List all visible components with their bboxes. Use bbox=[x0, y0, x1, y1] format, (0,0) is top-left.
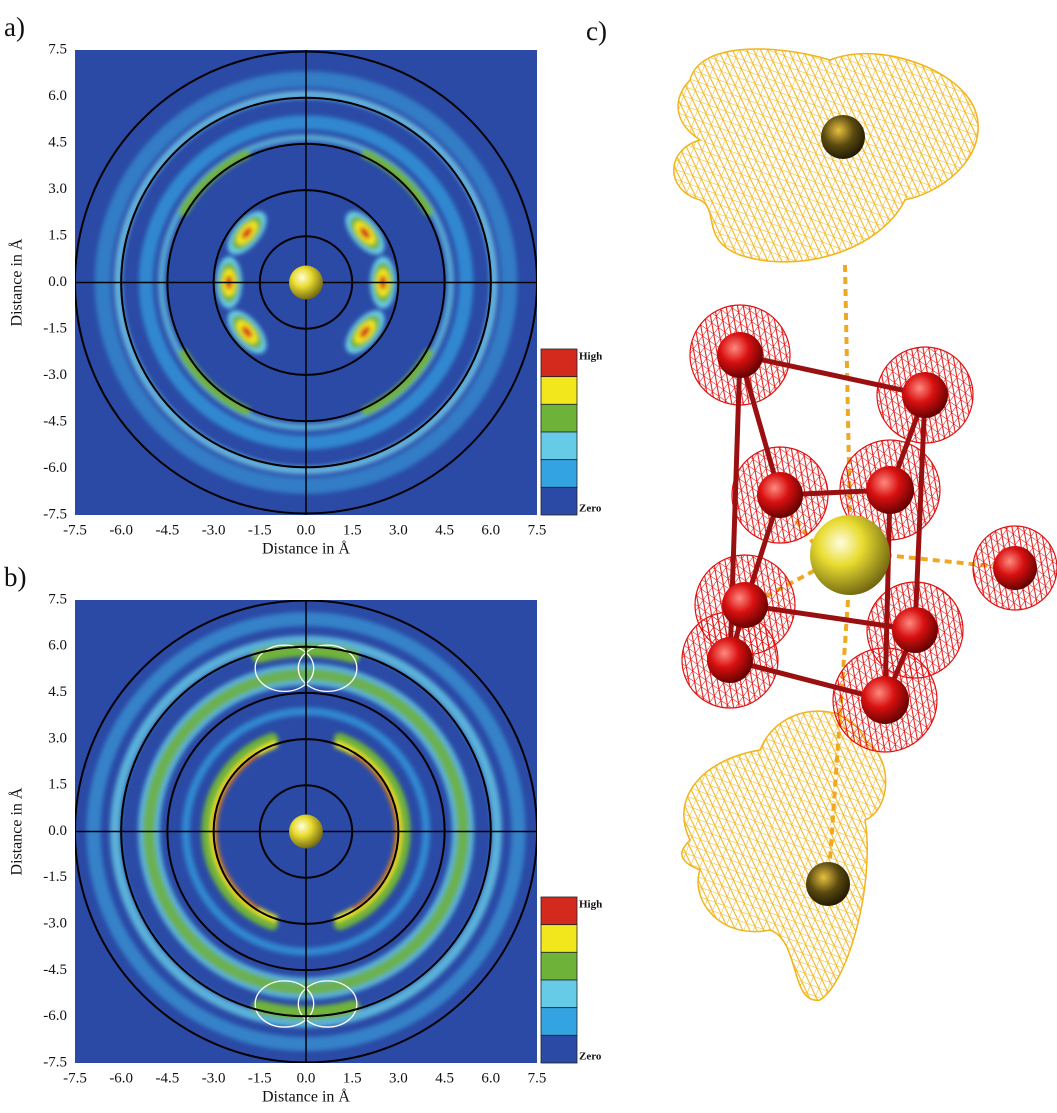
figure: c) -7.5-6.0-4.5-3.0-1.50.01 bbox=[0, 0, 1057, 1108]
colorbar-cell bbox=[541, 1008, 577, 1036]
x-tick-label: 1.5 bbox=[343, 522, 362, 538]
y-axis-label: Distance in Å bbox=[8, 238, 26, 326]
y-tick-label: -6.0 bbox=[43, 460, 67, 476]
panel-label: b) bbox=[4, 562, 27, 592]
colorbar-cell bbox=[541, 897, 577, 925]
x-tick-label: 1.5 bbox=[343, 1070, 362, 1086]
colorbar-cell bbox=[541, 487, 577, 515]
x-tick-label: -6.0 bbox=[109, 522, 133, 538]
y-axis-label: Distance in Å bbox=[8, 787, 26, 875]
x-tick-label: -3.0 bbox=[202, 522, 226, 538]
colorbar-cell bbox=[541, 980, 577, 1008]
y-tick-label: 3.0 bbox=[48, 730, 67, 746]
central-atom bbox=[810, 515, 890, 595]
density-map bbox=[75, 600, 537, 1063]
x-tick-label: 7.5 bbox=[528, 1070, 547, 1086]
y-tick-label: -7.5 bbox=[43, 1054, 67, 1070]
colorbar-label: Zero bbox=[579, 503, 602, 515]
central-atom bbox=[289, 815, 323, 849]
y-tick-label: 1.5 bbox=[48, 777, 67, 793]
colorbar-label: High bbox=[579, 351, 602, 363]
y-tick-label: 7.5 bbox=[48, 41, 67, 57]
colorbar-cell bbox=[541, 952, 577, 980]
panel-label: a) bbox=[4, 12, 25, 42]
y-tick-label: -3.0 bbox=[43, 367, 67, 383]
colorbar-label: High bbox=[579, 899, 602, 911]
x-axis-label: Distance in Å bbox=[262, 540, 350, 558]
x-tick-label: 0.0 bbox=[297, 522, 316, 538]
x-tick-label: 3.0 bbox=[389, 522, 408, 538]
colorbar-cell bbox=[541, 925, 577, 953]
y-tick-label: -3.0 bbox=[43, 916, 67, 932]
mesh-blob bbox=[674, 49, 978, 262]
y-tick-label: 0.0 bbox=[48, 823, 67, 839]
x-tick-label: 7.5 bbox=[528, 522, 547, 538]
x-tick-label: 6.0 bbox=[481, 522, 500, 538]
x-tick-label: 4.5 bbox=[435, 1070, 454, 1086]
density-map bbox=[75, 50, 537, 515]
y-tick-label: 6.0 bbox=[48, 638, 67, 654]
y-tick-label: 4.5 bbox=[48, 684, 67, 700]
y-tick-label: -4.5 bbox=[43, 413, 67, 429]
y-tick-label: -7.5 bbox=[43, 506, 67, 522]
y-tick-label: 3.0 bbox=[48, 181, 67, 197]
atom bbox=[821, 115, 865, 159]
x-axis-label: Distance in Å bbox=[262, 1088, 350, 1106]
atom bbox=[806, 862, 850, 906]
y-tick-label: -1.5 bbox=[43, 869, 67, 885]
colorbar-cell bbox=[541, 460, 577, 488]
colorbar-cell bbox=[541, 1035, 577, 1063]
x-tick-label: -4.5 bbox=[156, 1070, 180, 1086]
central-atom bbox=[289, 266, 323, 300]
colorbar-cell bbox=[541, 404, 577, 432]
x-tick-label: 0.0 bbox=[297, 1070, 316, 1086]
x-tick-label: -6.0 bbox=[109, 1070, 133, 1086]
colorbar-cell bbox=[541, 432, 577, 460]
y-tick-label: 7.5 bbox=[48, 591, 67, 607]
x-tick-label: 4.5 bbox=[435, 522, 454, 538]
y-tick-label: 4.5 bbox=[48, 134, 67, 150]
mesh-blob bbox=[682, 711, 886, 1000]
panel-label: c) bbox=[586, 16, 607, 46]
x-tick-label: 6.0 bbox=[481, 1070, 500, 1086]
y-tick-label: 1.5 bbox=[48, 227, 67, 243]
x-tick-label: -3.0 bbox=[202, 1070, 226, 1086]
colorbar-cell bbox=[541, 377, 577, 405]
x-tick-label: -4.5 bbox=[156, 522, 180, 538]
x-tick-label: -1.5 bbox=[248, 1070, 272, 1086]
page: {"chart_data": [ {"type": "contour", "pa… bbox=[0, 0, 1057, 1108]
x-tick-label: -7.5 bbox=[63, 522, 87, 538]
x-tick-label: -7.5 bbox=[63, 1070, 87, 1086]
y-tick-label: -4.5 bbox=[43, 962, 67, 978]
y-tick-label: 6.0 bbox=[48, 88, 67, 104]
y-tick-label: -1.5 bbox=[43, 320, 67, 336]
colorbar-cell bbox=[541, 349, 577, 377]
x-tick-label: 3.0 bbox=[389, 1070, 408, 1086]
x-tick-label: -1.5 bbox=[248, 522, 272, 538]
y-tick-label: -6.0 bbox=[43, 1008, 67, 1024]
structure-illustration: c) bbox=[586, 16, 1057, 1000]
colorbar-label: Zero bbox=[579, 1051, 602, 1063]
y-tick-label: 0.0 bbox=[48, 274, 67, 290]
